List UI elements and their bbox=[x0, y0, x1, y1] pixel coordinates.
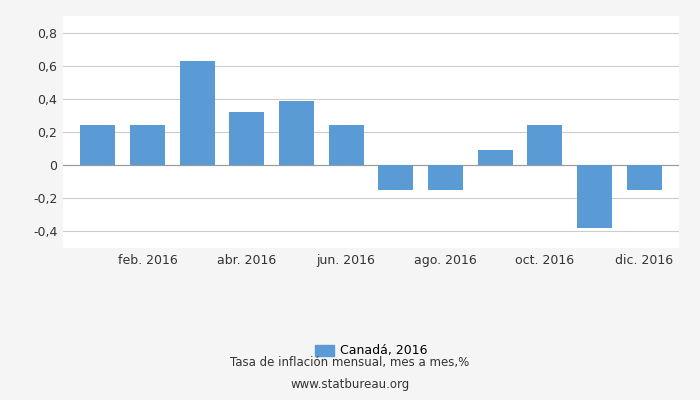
Bar bbox=[528, 125, 562, 165]
Bar bbox=[379, 165, 413, 190]
Bar bbox=[180, 61, 214, 165]
Text: Tasa de inflación mensual, mes a mes,%: Tasa de inflación mensual, mes a mes,% bbox=[230, 356, 470, 369]
Bar bbox=[230, 112, 264, 165]
Legend: Canadá, 2016: Canadá, 2016 bbox=[309, 339, 433, 362]
Bar bbox=[428, 165, 463, 190]
Bar bbox=[279, 100, 314, 165]
Bar bbox=[80, 125, 116, 165]
Bar bbox=[478, 150, 512, 165]
Bar bbox=[626, 165, 662, 190]
Bar bbox=[130, 125, 164, 165]
Text: www.statbureau.org: www.statbureau.org bbox=[290, 378, 410, 391]
Bar bbox=[329, 125, 363, 165]
Bar bbox=[578, 165, 612, 228]
